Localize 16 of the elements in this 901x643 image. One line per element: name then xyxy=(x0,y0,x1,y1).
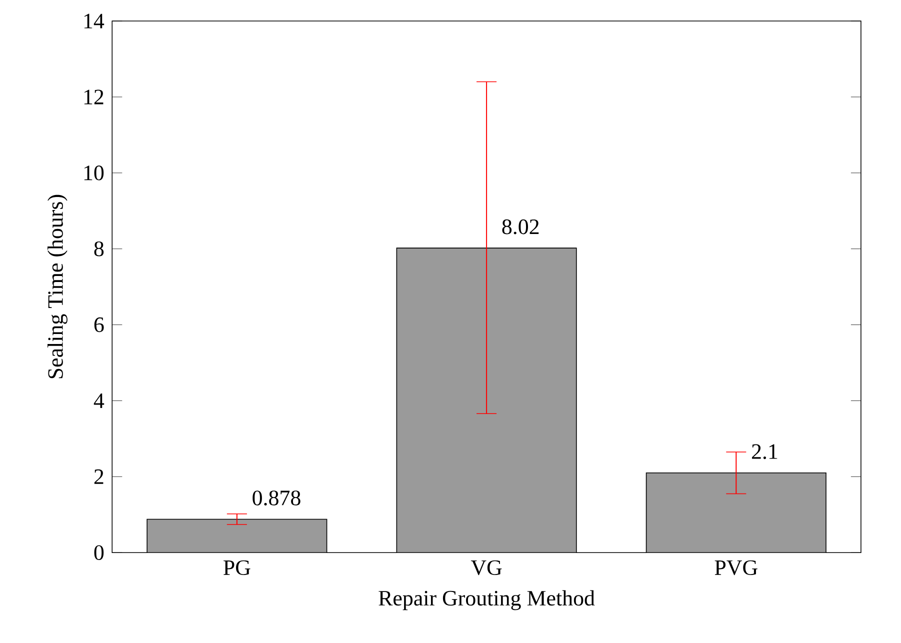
y-tick-label: 8 xyxy=(94,242,104,256)
data-label: 8.02 xyxy=(502,220,539,234)
y-tick-label: 12 xyxy=(84,90,104,104)
y-tick-label: 14 xyxy=(84,14,104,28)
x-tick-label: VG xyxy=(470,560,502,576)
x-tick-label: PVG xyxy=(714,560,758,576)
data-label: 2.1 xyxy=(752,444,778,460)
data-label: 0.878 xyxy=(252,490,300,506)
y-tick-label: 4 xyxy=(94,394,104,408)
y-tick-label: 0 xyxy=(94,545,104,560)
y-tick-label: 6 xyxy=(94,318,104,332)
y-tick-label: 10 xyxy=(84,166,104,180)
y-tick-label: 2 xyxy=(94,470,104,484)
y-axis-title: Sealing Time (hours) xyxy=(48,195,68,378)
x-tick-label: PG xyxy=(224,560,250,576)
x-axis-title: Repair Grouting Method xyxy=(378,590,595,610)
